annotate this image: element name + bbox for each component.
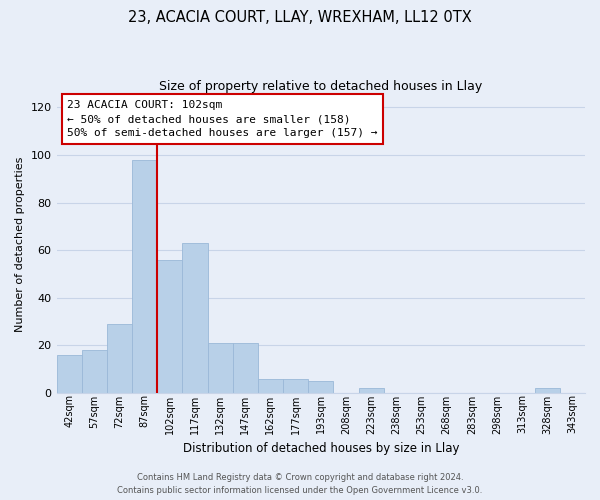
Bar	[56, 355, 82, 393]
Bar	[157, 260, 182, 393]
Bar	[535, 388, 560, 393]
Text: 23 ACACIA COURT: 102sqm
← 50% of detached houses are smaller (158)
50% of semi-d: 23 ACACIA COURT: 102sqm ← 50% of detache…	[67, 100, 377, 138]
Bar	[132, 160, 157, 393]
Bar	[107, 324, 132, 393]
Bar	[258, 378, 283, 393]
Bar	[359, 388, 383, 393]
Bar	[182, 243, 208, 393]
Bar	[82, 350, 107, 393]
Bar	[233, 343, 258, 393]
Bar	[208, 343, 233, 393]
Title: Size of property relative to detached houses in Llay: Size of property relative to detached ho…	[159, 80, 482, 93]
Bar	[283, 378, 308, 393]
Text: 23, ACACIA COURT, LLAY, WREXHAM, LL12 0TX: 23, ACACIA COURT, LLAY, WREXHAM, LL12 0T…	[128, 10, 472, 25]
Text: Contains HM Land Registry data © Crown copyright and database right 2024.
Contai: Contains HM Land Registry data © Crown c…	[118, 473, 482, 495]
Bar	[308, 381, 334, 393]
Y-axis label: Number of detached properties: Number of detached properties	[15, 156, 25, 332]
X-axis label: Distribution of detached houses by size in Llay: Distribution of detached houses by size …	[182, 442, 459, 455]
